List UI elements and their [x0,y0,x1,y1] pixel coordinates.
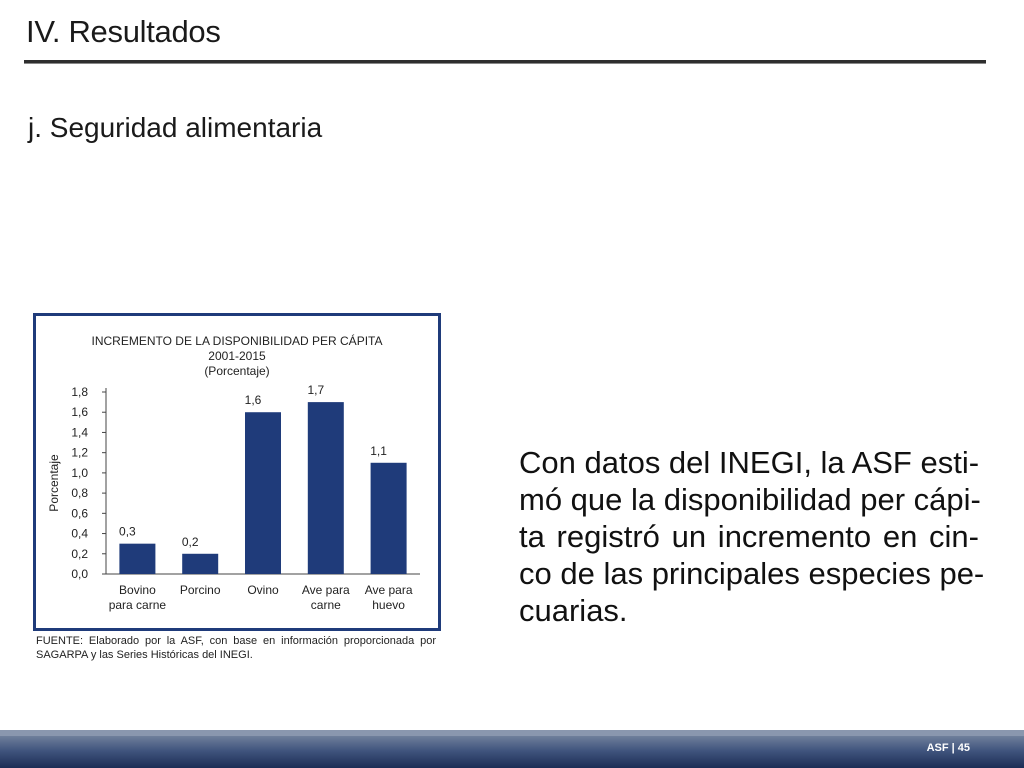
bar-chart: 0,0 0,2 0,4 0,6 0,8 1,0 1,2 1,4 1,6 1,8 Porcentaje… [47,383,420,612]
section-title: IV. Resultados [26,14,221,49]
x-tick-label: Ave para [302,583,350,597]
x-tick-label: Ovino [247,583,279,597]
bar [119,543,156,574]
page-number: ASF | 45 [926,742,970,754]
slide-subtitle: j. Seguridad alimentaria [28,112,323,143]
data-label: 0,3 [119,525,136,539]
data-label: 1,1 [370,444,387,458]
chart-title-line-2: 2001-2015 [208,349,266,363]
title-divider [24,60,986,63]
y-tick-label: 1,0 [71,466,88,480]
data-label: 1,7 [307,383,324,397]
body-paragraph: Con datos del INEGI, la ASF esti- mó que… [519,444,985,629]
chart-title-line-1: INCREMENTO DE LA DISPONIBILIDAD PER CÁPI… [91,334,383,348]
x-tick-label: Bovino [119,583,156,597]
y-tick-label: 0,8 [71,486,88,500]
x-tick-label: Ave para [365,583,413,597]
chart-title-line-3: (Porcentaje) [204,364,270,378]
body-line: mó que la disponibilidad per cápi- [519,482,981,517]
x-tick-label: para carne [109,598,167,612]
bar [245,412,281,574]
data-label: 1,6 [245,393,262,407]
y-tick-label: 1,2 [71,446,88,460]
y-tick-label: 0,2 [71,547,88,561]
y-tick-label: 0,6 [71,506,88,520]
chart-panel: INCREMENTO DE LA DISPONIBILIDAD PER CÁPI… [33,313,441,631]
x-tick-label: carne [311,598,341,612]
y-tick-label: 1,4 [71,425,88,439]
y-tick-label: 1,8 [71,385,88,399]
source-note: FUENTE: Elaborado por la ASF, con base e… [36,635,436,661]
bar [370,462,407,574]
bar [307,402,344,574]
y-tick-label: 0,4 [71,527,88,541]
y-tick-label: 0,0 [71,567,88,581]
body-line: cuarias. [519,593,628,628]
bar [182,553,219,574]
x-tick-label: Porcino [180,583,221,597]
y-axis-label: Porcentaje [47,454,61,512]
body-line: co de las principales especies pe- [519,556,985,591]
y-tick-label: 1,6 [71,405,88,419]
chart-title: INCREMENTO DE LA DISPONIBILIDAD PER CÁPI… [36,334,438,379]
body-line: ta registró un incremento en cin- [519,519,979,554]
data-label: 0,2 [182,535,199,549]
body-line: Con datos del INEGI, la ASF esti- [519,445,980,480]
footer-bar [0,736,1024,768]
x-tick-label: huevo [372,598,405,612]
footer-stripe [0,730,1024,736]
